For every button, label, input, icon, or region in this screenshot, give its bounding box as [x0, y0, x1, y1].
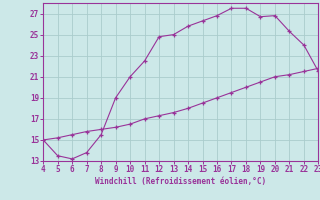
X-axis label: Windchill (Refroidissement éolien,°C): Windchill (Refroidissement éolien,°C) — [95, 177, 266, 186]
